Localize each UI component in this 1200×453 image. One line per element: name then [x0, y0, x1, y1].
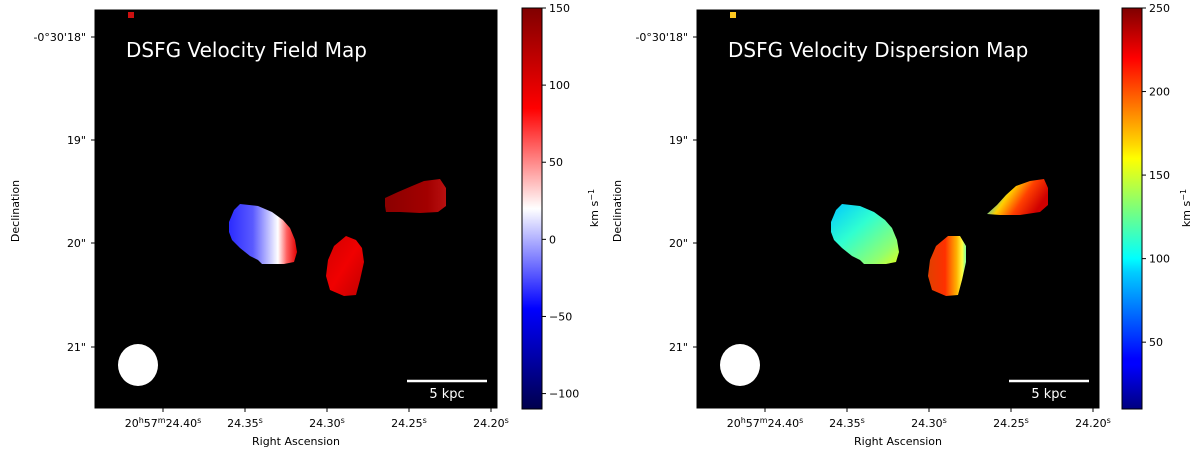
x-axis: 20h57m24.40s 24.35s 24.30s 24.25s 24.20s…	[727, 10, 1111, 448]
x-tick-label: 24.25s	[993, 416, 1029, 430]
y-axis-label: Declination	[9, 180, 22, 242]
scale-bar-label: 5 kpc	[1031, 387, 1066, 402]
x-tick-label: 20h57m24.40s	[727, 416, 804, 430]
colorbar-tick-label: 150	[1149, 169, 1170, 182]
x-tick-label: 24.30s	[911, 416, 947, 430]
x-tick-label: 20h57m24.40s	[125, 416, 202, 430]
x-tick-label: 24.25s	[391, 416, 427, 430]
colorbar: 250 200 150 100 50 km s−1	[1121, 2, 1193, 410]
colorbar-tick-label: 150	[549, 2, 570, 15]
panel-velocity-field: DSFG Velocity Field Map 5 kpc -0°30'18" …	[9, 2, 601, 448]
colorbar-tick-label: 200	[1149, 86, 1170, 99]
central-component	[326, 236, 364, 296]
y-tick-label: -0°30'18"	[33, 31, 86, 44]
colorbar-tick-label: 0	[549, 233, 556, 246]
y-axis: -0°30'18" 19" 20" 21" Declination	[611, 31, 1099, 354]
x-tick-label: 24.35s	[829, 416, 865, 430]
plot-frame	[696, 9, 1100, 409]
colorbar: 150 100 50 0 −50 −100 km s−1	[521, 2, 601, 410]
colorbar-tick-label: 100	[549, 79, 570, 92]
central-component	[928, 236, 966, 296]
y-axis-label: Declination	[611, 180, 624, 242]
panel-title: DSFG Velocity Dispersion Map	[728, 38, 1028, 62]
y-tick-label: 21"	[67, 341, 86, 354]
colorbar-tick-label: −50	[549, 310, 572, 323]
y-tick-label: 20"	[67, 237, 86, 250]
colorbar-ticks: 250 200 150 100 50	[1142, 2, 1170, 349]
colorbar-tick-label: 250	[1149, 2, 1170, 15]
east-component	[385, 179, 446, 213]
colorbar-tick-label: 50	[1149, 336, 1163, 349]
east-component	[987, 179, 1048, 215]
colorbar-label: km s−1	[1179, 189, 1193, 227]
y-tick-label: 21"	[669, 341, 688, 354]
x-axis-label: Right Ascension	[252, 435, 340, 448]
x-tick-label: 24.30s	[309, 416, 345, 430]
panel-velocity-dispersion: DSFG Velocity Dispersion Map 5 kpc -0°30…	[611, 2, 1193, 448]
corner-pixel	[730, 12, 736, 18]
x-axis: 20h57m24.40s 24.35s 24.30s 24.25s 24.20s…	[125, 10, 509, 448]
y-tick-label: 19"	[67, 134, 86, 147]
colorbar-gradient	[521, 7, 543, 410]
beam-ellipse	[720, 344, 760, 386]
beam-ellipse	[118, 344, 158, 386]
y-tick-label: 20"	[669, 237, 688, 250]
west-component	[229, 204, 297, 264]
x-tick-label: 24.35s	[227, 416, 263, 430]
colorbar-ticks: 150 100 50 0 −50 −100	[542, 2, 579, 401]
colorbar-tick-label: 100	[1149, 253, 1170, 266]
colorbar-gradient	[1121, 7, 1143, 410]
y-tick-label: -0°30'18"	[635, 31, 688, 44]
corner-pixel	[128, 12, 134, 18]
y-axis: -0°30'18" 19" 20" 21" Declination	[9, 31, 497, 354]
west-component	[831, 204, 899, 264]
scale-bar-label: 5 kpc	[429, 387, 464, 402]
colorbar-tick-label: 50	[549, 156, 563, 169]
colorbar-tick-label: −100	[549, 388, 579, 401]
y-tick-label: 19"	[669, 134, 688, 147]
x-tick-label: 24.20s	[1075, 416, 1111, 430]
x-tick-label: 24.20s	[473, 416, 509, 430]
plot-frame	[94, 9, 498, 409]
panel-title: DSFG Velocity Field Map	[126, 38, 367, 62]
colorbar-label: km s−1	[587, 189, 601, 227]
x-axis-label: Right Ascension	[854, 435, 942, 448]
